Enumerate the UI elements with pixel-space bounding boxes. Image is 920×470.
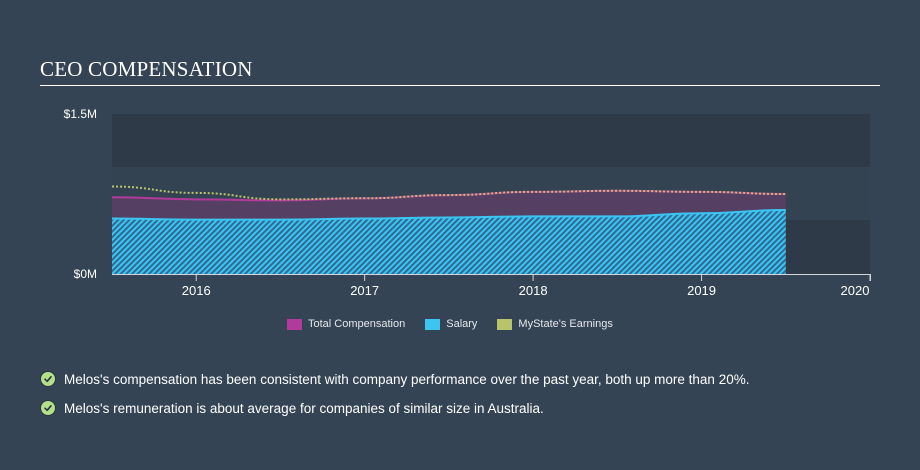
insight-item: Melos's remuneration is about average fo…	[40, 397, 749, 419]
y-tick-label-top: $1.5M	[64, 107, 97, 121]
insight-text: Melos's compensation has been consistent…	[64, 371, 750, 387]
x-tick-label: 2018	[519, 283, 548, 298]
earnings-swatch-icon	[497, 318, 513, 330]
chart-title: CEO COMPENSATION	[40, 57, 253, 81]
total-compensation-swatch-icon	[287, 318, 302, 330]
x-tick-label: 2017	[350, 283, 379, 298]
salary-swatch-icon	[425, 318, 441, 330]
x-axis-ticks: 2016 2017 2018 2019 2020	[182, 274, 871, 298]
series-layer	[111, 185, 786, 274]
x-tick-label: 2020	[841, 283, 870, 298]
legend-item-earnings[interactable]: MyState's Earnings	[497, 318, 613, 330]
legend-item-total-compensation[interactable]: Total Compensation	[287, 318, 405, 330]
x-tick-label: 2016	[182, 283, 211, 298]
plot-band	[112, 114, 870, 167]
x-tick-label: 2019	[687, 283, 716, 298]
earnings-line	[111, 185, 786, 201]
salary-area	[112, 210, 786, 274]
salary-line	[111, 209, 786, 221]
legend-item-salary[interactable]: Salary	[425, 318, 477, 330]
ceo-compensation-chart: 2016 2017 2018 2019 2020 $1.5M $0M	[64, 107, 871, 298]
legend-label: Total Compensation	[308, 318, 406, 330]
insights-list: Melos's compensation has been consistent…	[40, 368, 749, 426]
y-tick-label-bottom: $0M	[74, 267, 97, 281]
title-divider	[40, 85, 880, 86]
check-circle-icon	[40, 371, 56, 387]
chart-legend: Total Compensation Salary MyState's Earn…	[287, 318, 633, 330]
insight-text: Melos's remuneration is about average fo…	[64, 400, 544, 416]
legend-label: Salary	[446, 318, 478, 330]
check-circle-icon	[40, 400, 56, 416]
insight-item: Melos's compensation has been consistent…	[40, 368, 749, 390]
legend-label: MyState's Earnings	[518, 318, 613, 330]
